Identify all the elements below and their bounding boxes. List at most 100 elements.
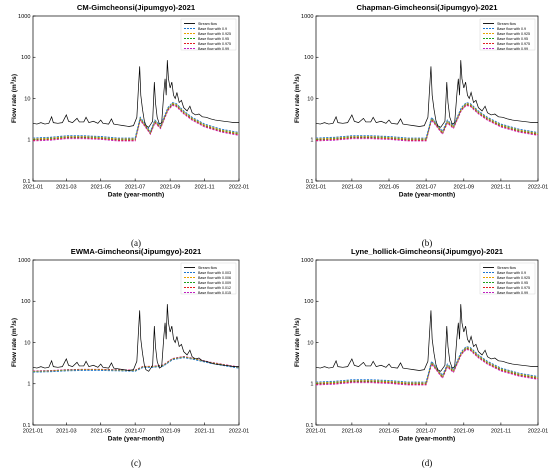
- x-axis-label: Date (year-month): [399, 192, 455, 199]
- legend-box: [479, 18, 536, 51]
- y-tick-label: 100: [21, 299, 30, 305]
- stream-flow-line: [32, 304, 239, 372]
- legend-label: Base flow with 0.925: [497, 32, 530, 36]
- y-tick-label: 100: [304, 55, 313, 61]
- base-flow-line: [315, 104, 539, 142]
- base-flow-line: [32, 357, 240, 373]
- legend-label: Base flow with 0.012: [198, 286, 231, 290]
- x-tick-label: 2022-01: [528, 429, 549, 435]
- y-tick-label: 1: [310, 138, 313, 144]
- legend-label: Base flow with 0.975: [497, 42, 530, 46]
- y-tick-label: 10: [24, 340, 30, 346]
- stream-flow-line: [315, 60, 538, 128]
- x-tick-label: 2021-05: [90, 429, 111, 435]
- x-tick-label: 2021-03: [342, 429, 363, 435]
- y-tick-label: 1000: [18, 258, 30, 264]
- stream-flow-line: [315, 304, 538, 372]
- y-axis-label: Flow rate (m3/s): [293, 74, 302, 123]
- legend-label: Stream flow: [198, 266, 217, 270]
- base-flow-line: [315, 346, 539, 384]
- x-tick-label: 2021-11: [491, 429, 511, 435]
- x-tick-label: 2021-01: [23, 429, 44, 435]
- chart-title: EWMA-Gimcheonsi(Jipumgyo)-2021: [71, 247, 202, 256]
- x-tick-label: 2021-09: [160, 429, 181, 435]
- legend-label: Base flow with 0.95: [497, 37, 528, 41]
- chart-title: Lyne_hollick-Gimcheonsi(Jipumgyo)-2021: [351, 247, 504, 256]
- x-tick-label: 2021-07: [416, 185, 437, 191]
- legend-box: [479, 262, 536, 295]
- panel-label: (d): [422, 458, 433, 468]
- chart-panel-4: Lyne_hollick-Gimcheonsi(Jipumgyo)-2021 0.…: [293, 247, 549, 468]
- base-flow-line: [315, 348, 539, 386]
- legend-label: Base flow with 0.9: [497, 27, 526, 31]
- x-tick-label: 2022-01: [528, 185, 549, 191]
- chart-panel-3: EWMA-Gimcheonsi(Jipumgyo)-2021 0.1 1 10 100 1…: [10, 247, 250, 468]
- base-flow-line: [315, 103, 539, 140]
- legend-label: Stream flow: [497, 22, 516, 26]
- legend-label: Base flow with 0.9: [198, 27, 227, 31]
- y-axis-label: Flow rate (m3/s): [10, 74, 19, 123]
- base-flow-line: [315, 102, 539, 140]
- chart-panel-2: Chapman-Gimcheonsi(Jipumgyo)-2021 0.1 1 10 1…: [293, 3, 549, 248]
- y-tick-label: 0.1: [306, 423, 314, 429]
- legend-label: Base flow with 0.95: [198, 37, 229, 41]
- x-tick-label: 2021-11: [491, 185, 511, 191]
- legend-box: [180, 262, 237, 295]
- base-flow-line: [315, 345, 539, 383]
- x-tick-label: 2021-05: [379, 185, 400, 191]
- panel-label: (b): [422, 238, 433, 248]
- legend-label: Base flow with 0.975: [198, 42, 231, 46]
- legend-label: Base flow with 0.95: [497, 281, 528, 285]
- y-tick-label: 1000: [18, 14, 30, 20]
- stream-flow-line: [32, 60, 239, 128]
- x-tick-label: 2021-01: [306, 429, 327, 435]
- x-tick-label: 2021-09: [454, 429, 475, 435]
- x-tick-label: 2021-11: [195, 429, 215, 435]
- panel-label: (a): [131, 238, 141, 248]
- x-tick-label: 2021-07: [416, 429, 437, 435]
- y-tick-label: 0.1: [23, 179, 31, 185]
- y-tick-label: 100: [304, 299, 313, 305]
- x-tick-label: 2021-03: [56, 429, 77, 435]
- legend-label: Base flow with 0.006: [198, 276, 231, 280]
- y-tick-label: 1000: [301, 14, 313, 20]
- legend-label: Base flow with 0.925: [497, 276, 530, 280]
- x-tick-label: 2021-07: [125, 185, 146, 191]
- x-axis-label: Date (year-month): [108, 436, 164, 443]
- y-tick-label: 0.1: [306, 179, 314, 185]
- base-flow-line: [32, 101, 240, 139]
- y-axis-label: Flow rate (m3/s): [10, 318, 19, 367]
- legend-label: Base flow with 0.015: [198, 291, 231, 295]
- x-tick-label: 2021-03: [342, 185, 363, 191]
- x-tick-label: 2021-05: [379, 429, 400, 435]
- legend-label: Stream flow: [198, 22, 217, 26]
- panel-label: (c): [131, 458, 141, 468]
- y-tick-label: 10: [307, 96, 313, 102]
- x-tick-label: 2021-09: [454, 185, 475, 191]
- y-axis-label: Flow rate (m3/s): [293, 318, 302, 367]
- chart-title: Chapman-Gimcheonsi(Jipumgyo)-2021: [357, 3, 499, 12]
- base-flow-line: [315, 347, 539, 384]
- y-tick-label: 10: [24, 96, 30, 102]
- y-tick-label: 1: [27, 138, 30, 144]
- x-axis-label: Date (year-month): [108, 192, 164, 199]
- legend-label: Base flow with 0.99: [497, 47, 528, 51]
- legend-label: Base flow with 0.009: [198, 281, 231, 285]
- legend-label: Base flow with 0.003: [198, 271, 231, 275]
- y-tick-label: 10: [307, 340, 313, 346]
- base-flow-line: [315, 348, 539, 385]
- legend-box: [180, 18, 237, 51]
- y-tick-label: 1: [310, 382, 313, 388]
- chart-title: CM-Gimcheonsi(Jipumgyo)-2021: [77, 3, 196, 12]
- y-tick-label: 1000: [301, 258, 313, 264]
- x-tick-label: 2022-01: [229, 185, 250, 191]
- x-tick-label: 2021-05: [90, 185, 111, 191]
- x-tick-label: 2021-09: [160, 185, 181, 191]
- x-tick-label: 2021-01: [306, 185, 327, 191]
- base-flow-line: [315, 104, 539, 141]
- legend-label: Base flow with 0.975: [497, 286, 530, 290]
- y-tick-label: 0.1: [23, 423, 31, 429]
